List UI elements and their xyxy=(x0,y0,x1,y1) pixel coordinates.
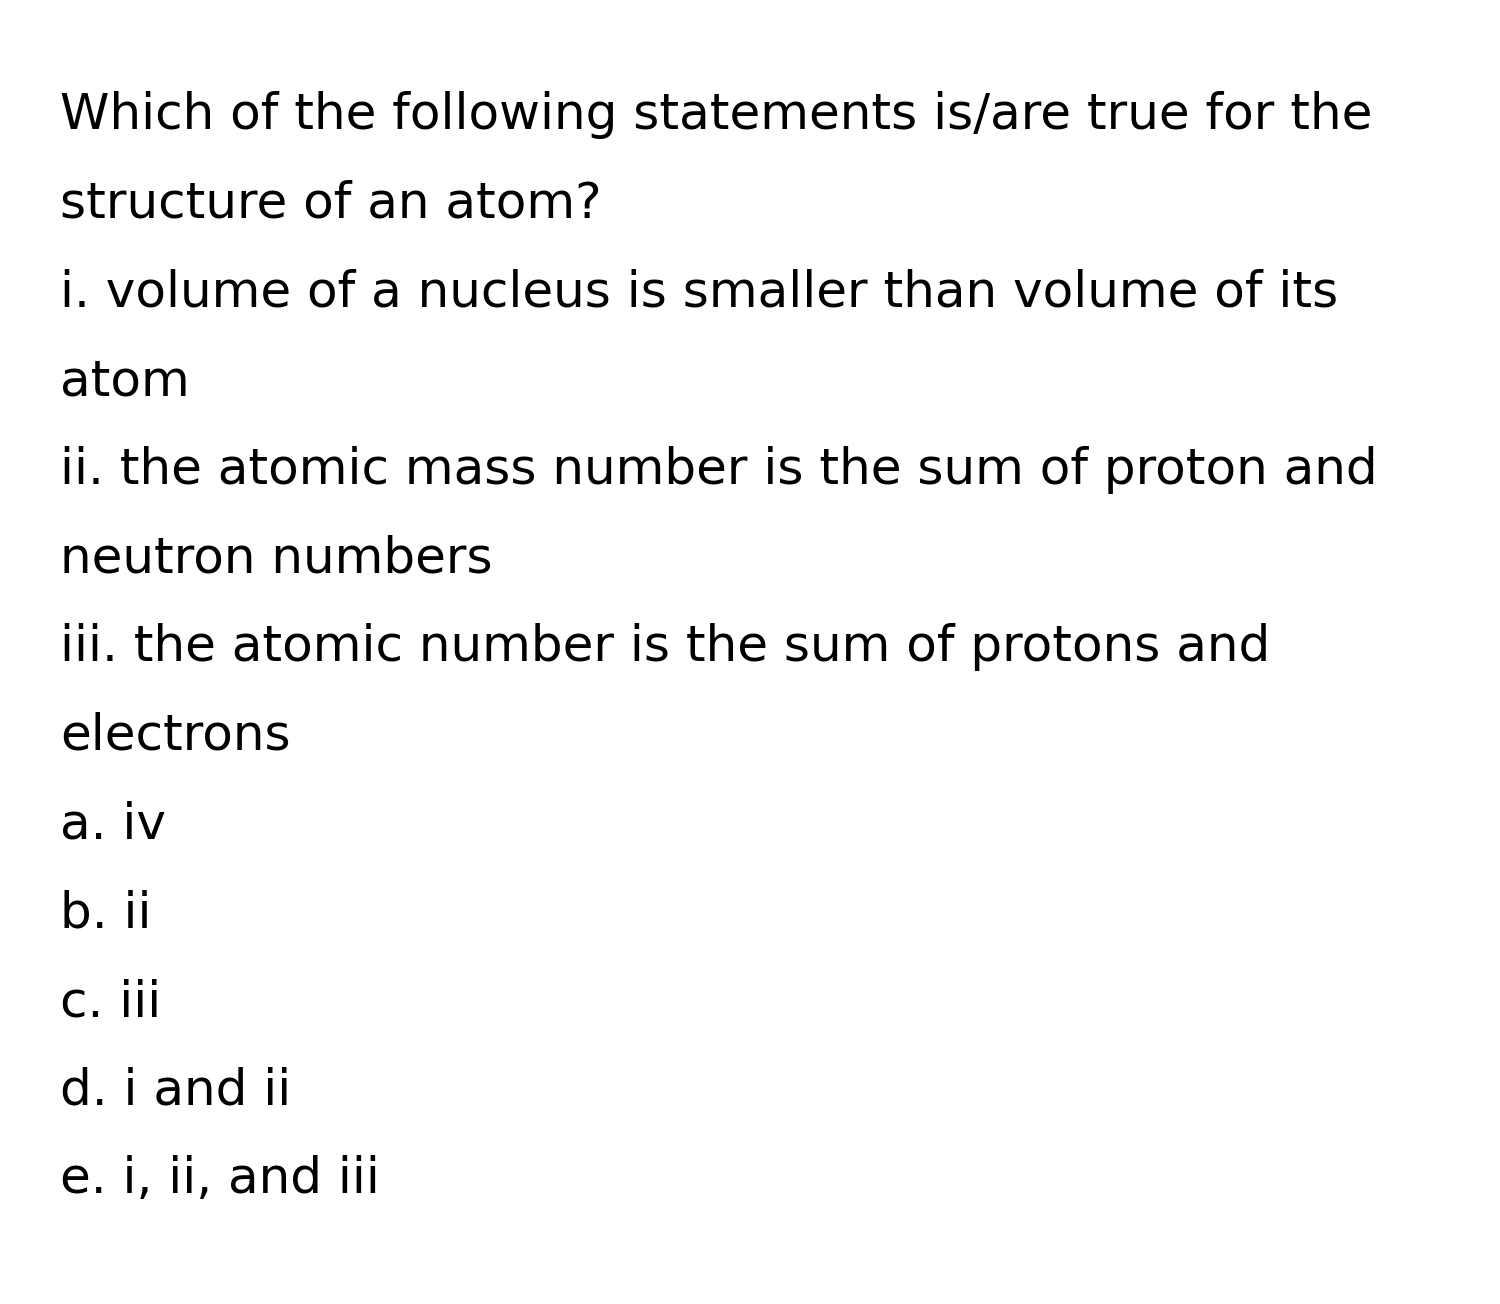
Text: ii. the atomic mass number is the sum of proton and: ii. the atomic mass number is the sum of… xyxy=(60,446,1377,494)
Text: Which of the following statements is/are true for the: Which of the following statements is/are… xyxy=(60,91,1372,140)
Text: a. iv: a. iv xyxy=(60,801,166,849)
Text: c. iii: c. iii xyxy=(60,978,162,1026)
Text: b. ii: b. ii xyxy=(60,889,152,938)
Text: atom: atom xyxy=(60,357,189,406)
Text: iii. the atomic number is the sum of protons and: iii. the atomic number is the sum of pro… xyxy=(60,623,1270,672)
Text: d. i and ii: d. i and ii xyxy=(60,1067,291,1115)
Text: neutron numbers: neutron numbers xyxy=(60,535,492,583)
Text: electrons: electrons xyxy=(60,712,291,760)
Text: e. i, ii, and iii: e. i, ii, and iii xyxy=(60,1155,380,1204)
Text: structure of an atom?: structure of an atom? xyxy=(60,180,602,228)
Text: i. volume of a nucleus is smaller than volume of its: i. volume of a nucleus is smaller than v… xyxy=(60,269,1338,317)
